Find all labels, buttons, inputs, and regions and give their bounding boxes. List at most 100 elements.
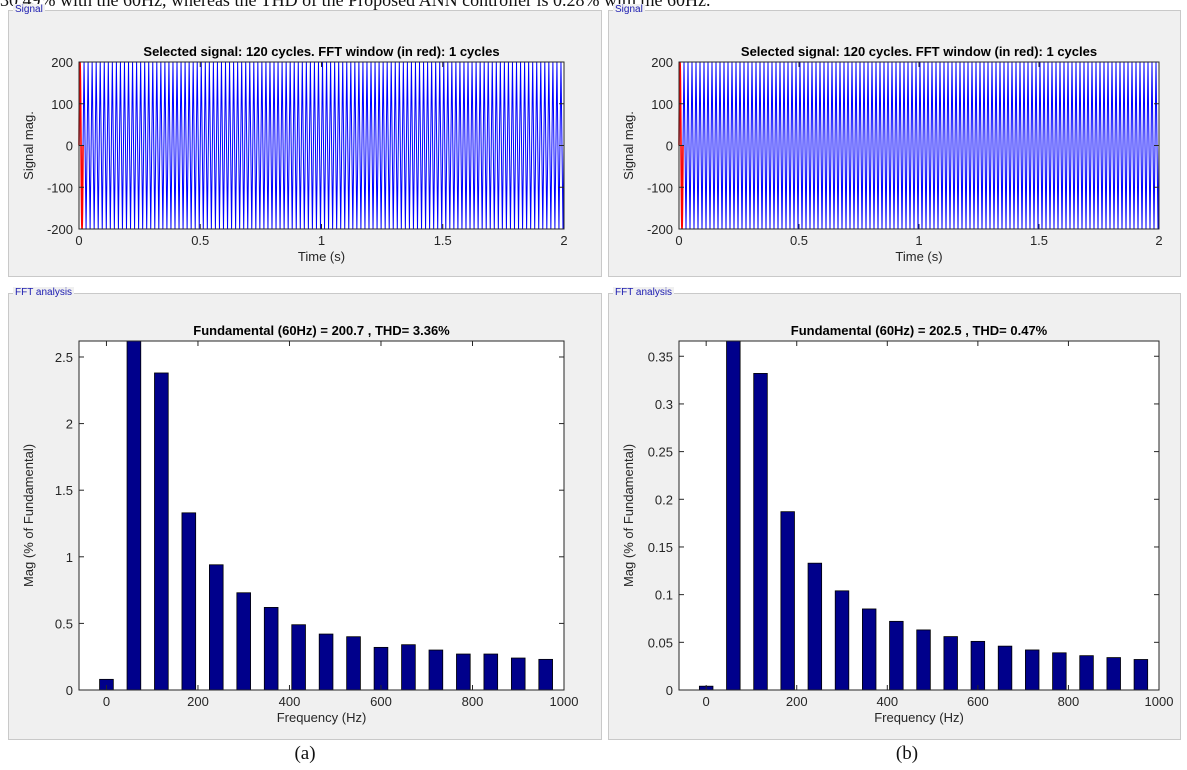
signal-panel-label: Signal — [13, 4, 45, 15]
bar — [318, 633, 334, 691]
y-tick-label: 1 — [66, 550, 73, 565]
fft-chart-b: 0 200 400 600 800 1000 0 0.05 0.1 0.15 0.2 0.25 0.3 0… — [621, 323, 1174, 725]
x-tick-label: 0 — [675, 233, 682, 248]
signal-series-line — [678, 61, 1160, 230]
y-tick-label: 0 — [666, 139, 673, 154]
x-tick-label: 1.5 — [434, 233, 452, 248]
bar — [834, 590, 850, 691]
y-tick-label: 2.5 — [55, 350, 73, 365]
x-axis-label: Time (s) — [895, 249, 942, 264]
x-tick-label: 1 — [318, 233, 325, 248]
signal-panel-label: Signal — [613, 4, 645, 15]
y-axis-label: Mag (% of Fundamental) — [21, 444, 36, 587]
y-tick-label: 0 — [66, 683, 73, 698]
signal-series-line — [78, 61, 565, 230]
y-tick-label: 0.1 — [655, 588, 673, 603]
fft-panel-b: FFT analysis 0 200 400 600 800 1000 0 0.05 0.1 0.… — [608, 287, 1181, 740]
x-tick-label: 1000 — [550, 694, 579, 709]
bar — [428, 649, 444, 691]
axes-frame — [678, 340, 1160, 691]
signal-chart-a: 0 0.5 1 1.5 2 -200 -100 0 100 200 Selected signal:… — [21, 44, 568, 264]
x-tick-label: 400 — [279, 694, 301, 709]
bar — [263, 607, 279, 691]
y-tick-label: 0.5 — [55, 616, 73, 631]
x-tick-label: 800 — [462, 694, 484, 709]
y-tick-label: -100 — [47, 180, 73, 195]
y-tick-label: -100 — [647, 180, 673, 195]
caption-b: (b) — [895, 743, 919, 764]
bar — [1052, 652, 1067, 691]
x-tick-label: 1.5 — [1030, 233, 1048, 248]
y-axis-label: Mag (% of Fundamental) — [621, 444, 636, 587]
fft-panel-label: FFT analysis — [13, 287, 75, 298]
signal-panel-b: Signal 0 0.5 1 1.5 2 -200 -100 0 100 200 Selected … — [608, 4, 1181, 277]
y-tick-label: -200 — [47, 222, 73, 237]
bar — [753, 373, 768, 691]
chart-title: Selected signal: 120 cycles. FFT window … — [741, 44, 1097, 59]
axes-frame — [78, 340, 565, 691]
x-tick-label: 400 — [876, 694, 898, 709]
x-axis-label: Time (s) — [298, 249, 345, 264]
y-tick-label: 1.5 — [55, 483, 73, 498]
bar — [970, 640, 986, 691]
y-tick-label: 0.3 — [655, 397, 673, 412]
y-tick-label: 0 — [666, 683, 673, 698]
bar — [1025, 649, 1040, 691]
y-tick-label: 100 — [51, 97, 73, 112]
x-axis-label: Frequency (Hz) — [874, 710, 964, 725]
y-axis-label: Signal mag. — [21, 111, 36, 180]
bar — [236, 592, 251, 691]
bar — [538, 658, 553, 691]
bar — [181, 512, 197, 691]
chart-title: Fundamental (60Hz) = 202.5 , THD= 0.47% — [791, 323, 1048, 338]
bar — [726, 340, 741, 691]
x-tick-label: 0 — [703, 694, 710, 709]
x-tick-label: 800 — [1058, 694, 1080, 709]
bar — [1133, 659, 1149, 691]
caption-a: (a) — [294, 743, 316, 764]
y-tick-label: 200 — [651, 55, 673, 70]
bar — [916, 629, 931, 691]
x-tick-label: 1000 — [1145, 694, 1174, 709]
x-tick-label: 200 — [187, 694, 209, 709]
bar — [997, 645, 1013, 691]
bar — [401, 644, 416, 691]
x-tick-label: 200 — [786, 694, 808, 709]
fft-chart-a: 0 200 400 600 800 1000 0 0.5 1 1.5 2 2.5 Fundamental… — [21, 323, 579, 725]
bar — [209, 564, 224, 691]
y-tick-label: -200 — [647, 222, 673, 237]
x-tick-label: 600 — [967, 694, 989, 709]
bar — [126, 340, 142, 691]
bar — [861, 608, 877, 691]
signal-chart-b: 0 0.5 1 1.5 2 -200 -100 0 100 200 Selected signal:… — [621, 44, 1163, 264]
y-tick-label: 200 — [51, 55, 73, 70]
x-tick-label: 2 — [1155, 233, 1162, 248]
y-tick-label: 0 — [66, 139, 73, 154]
x-tick-label: 2 — [560, 233, 567, 248]
y-tick-label: 100 — [651, 97, 673, 112]
fft-panel-a: FFT analysis 0 200 400 600 800 1000 0 0.5 1 1.5 2 2… — [8, 287, 602, 740]
y-tick-label: 0.05 — [648, 635, 673, 650]
bar — [1079, 655, 1094, 691]
bar — [483, 653, 499, 691]
x-tick-label: 1 — [915, 233, 922, 248]
x-axis-label: Frequency (Hz) — [277, 710, 367, 725]
bar — [780, 511, 795, 691]
x-tick-label: 0.5 — [191, 233, 209, 248]
y-axis-label: Signal mag. — [621, 111, 636, 180]
x-tick-label: 0 — [75, 233, 82, 248]
bar — [1106, 657, 1121, 691]
y-tick-label: 0.25 — [648, 445, 673, 460]
bar — [373, 646, 389, 691]
bar — [510, 657, 526, 691]
y-tick-label: 0.15 — [648, 540, 673, 555]
bar — [154, 372, 169, 691]
y-tick-label: 0.35 — [648, 349, 673, 364]
chart-title: Selected signal: 120 cycles. FFT window … — [143, 44, 499, 59]
x-tick-label: 0 — [103, 694, 110, 709]
bar — [889, 620, 904, 691]
body-text-line: 30.49% with the 60Hz, whereas the THD of… — [0, 0, 711, 10]
y-tick-label: 2 — [66, 417, 73, 432]
bar — [291, 624, 306, 691]
bar — [346, 636, 361, 691]
